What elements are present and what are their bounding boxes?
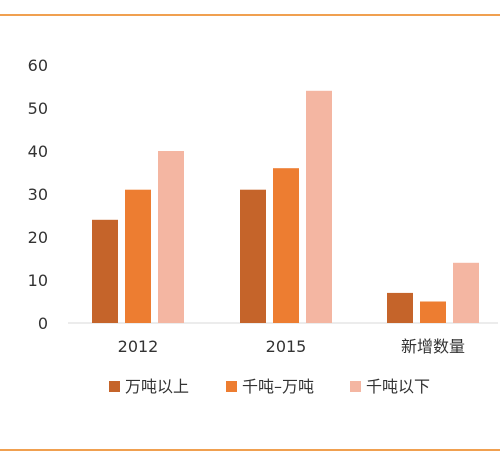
bar-2015-千吨-万吨 xyxy=(273,168,299,323)
legend: 万吨以上 千吨–万吨 千吨以下 xyxy=(109,377,430,396)
legend-swatch-千吨-万吨 xyxy=(226,381,237,392)
y-tick-label-10: 10 xyxy=(28,271,48,290)
legend-label-万吨以上: 万吨以上 xyxy=(125,377,189,396)
y-tick-label-60: 60 xyxy=(28,56,48,75)
bar-2015-万吨以上 xyxy=(240,189,266,323)
bar-2015-千吨以下 xyxy=(306,90,332,323)
bar-2012-千吨-万吨 xyxy=(125,189,151,323)
x-tick-label-2012: 2012 xyxy=(118,337,159,356)
x-tick-label-新增数量: 新增数量 xyxy=(401,337,465,356)
y-tick-label-30: 30 xyxy=(28,185,48,204)
legend-label-千吨以下: 千吨以下 xyxy=(366,377,430,396)
bar-2012-万吨以上 xyxy=(92,219,118,323)
bar-新增数量-千吨-万吨 xyxy=(420,301,446,323)
y-tick-label-20: 20 xyxy=(28,228,48,247)
y-tick-label-40: 40 xyxy=(28,142,48,161)
y-axis: 0 10 20 30 40 50 60 xyxy=(28,56,48,333)
bar-2012-千吨以下 xyxy=(158,151,184,323)
y-tick-label-50: 50 xyxy=(28,99,48,118)
x-axis: 2012 2015 新增数量 xyxy=(118,337,465,356)
x-tick-label-2015: 2015 xyxy=(266,337,307,356)
bar-新增数量-万吨以上 xyxy=(387,292,413,323)
bars xyxy=(92,90,479,323)
legend-swatch-万吨以上 xyxy=(109,381,120,392)
legend-label-千吨-万吨: 千吨–万吨 xyxy=(242,377,314,396)
bar-新增数量-千吨以下 xyxy=(453,262,479,323)
legend-swatch-千吨以下 xyxy=(350,381,361,392)
y-tick-label-0: 0 xyxy=(38,314,48,333)
